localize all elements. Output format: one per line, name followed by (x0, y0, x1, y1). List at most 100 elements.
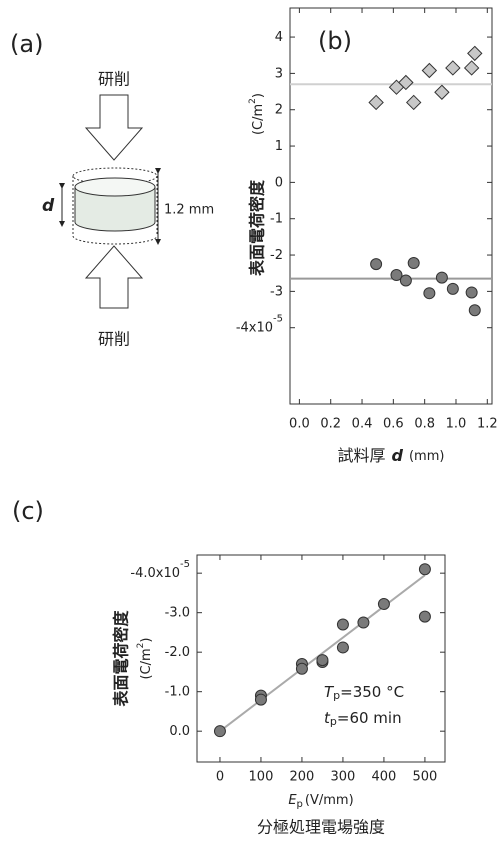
y-unit-part: 2 (248, 98, 258, 104)
y-tick-exponent: -5 (273, 314, 283, 325)
x-tick-label: 0.0 (289, 417, 310, 432)
y-tick-label: -4.0x10-5 (130, 559, 190, 581)
y-tick-label-text: 0 (275, 175, 283, 190)
y-tick-label-text: -3 (270, 284, 283, 299)
x-label-part: E (288, 793, 297, 808)
diamond-point (405, 94, 422, 111)
annotation-part: p (333, 689, 340, 702)
diamond-point (463, 60, 480, 76)
circle-point (435, 271, 448, 284)
plot-frame (289, 7, 493, 405)
y-tick-label-text: -2.0 (165, 645, 190, 660)
annotation-part: T (324, 683, 335, 701)
diamond-point (368, 94, 384, 111)
panel-label: (b) (318, 27, 352, 55)
y-unit-part: ) (251, 93, 266, 98)
x-label: Ep (V/mm) (288, 793, 353, 811)
y-unit-part: (C/m (251, 104, 266, 135)
y-tick-label: -2.0 (165, 645, 190, 660)
y-unit-part: 2 (136, 643, 146, 649)
x-tick-label: 0.6 (383, 417, 404, 432)
x-label-jp: 分極処理電場強度 (257, 818, 385, 837)
x-tick-label: 200 (290, 770, 315, 785)
x-label-part: (V/mm) (305, 793, 354, 808)
y-tick-label-text: 1 (275, 139, 283, 154)
arrow-down (84, 94, 144, 161)
circle-point (336, 641, 349, 654)
x-tick-label: 0.4 (352, 417, 373, 432)
y-label: 表面電荷密度 (112, 610, 131, 708)
diamond-point (445, 60, 461, 76)
y-tick-label: 1 (275, 139, 283, 154)
diamond-point (421, 62, 438, 79)
y-tick-label-text: -2 (270, 248, 283, 263)
bottom-label: 研削 (98, 330, 130, 349)
annotation-part: =350 °C (340, 683, 404, 701)
x-tick-label: 1.0 (446, 417, 467, 432)
panel-label: (a) (10, 30, 43, 58)
circle-point (465, 286, 478, 299)
circle-point (468, 304, 481, 317)
annotation: Tp=350 °C (324, 683, 404, 703)
y-tick-label-text: 0.0 (169, 724, 190, 739)
panel-label: (c) (12, 497, 44, 525)
x-label-part: 試料厚 (338, 446, 386, 465)
y-label: 表面電荷密度 (248, 179, 267, 277)
circle-point (254, 693, 267, 706)
circle-point (407, 257, 420, 270)
y-tick-label-text: 4 (275, 30, 283, 45)
y-tick-label: 4 (275, 30, 283, 45)
y-unit-part: (C/m (139, 648, 154, 679)
x-tick-label: 0.8 (414, 417, 435, 432)
circle-point (446, 282, 459, 295)
circle-point (418, 610, 431, 623)
y-tick-label: -1 (270, 211, 283, 226)
x-tick-label: 1.2 (477, 417, 498, 432)
y-unit: (C/m2) (136, 637, 154, 679)
y-unit: (C/m2) (248, 93, 266, 135)
x-tick-label: 400 (372, 770, 397, 785)
circle-point (377, 597, 390, 610)
y-tick-label-text: -4.0x10 (130, 566, 180, 581)
arrow-up (84, 245, 144, 309)
circle-point (370, 258, 383, 271)
diamond-point (398, 74, 414, 91)
y-tick-label: 3 (275, 66, 283, 81)
circle-point (390, 269, 403, 282)
x-tick-label: 0 (216, 770, 224, 785)
y-tick-label-text: 3 (275, 66, 283, 81)
cylinder-top (74, 177, 156, 197)
circle-point (295, 662, 308, 675)
y-tick-label-text: 2 (275, 102, 283, 117)
circle-point (336, 618, 349, 631)
y-tick-exponent: -5 (180, 559, 190, 570)
y-tick-label: 0 (275, 175, 283, 190)
x-tick-label: 100 (249, 770, 274, 785)
diamond-point (467, 45, 483, 62)
annotation: tp=60 min (324, 709, 402, 729)
x-tick-label: 300 (331, 770, 356, 785)
y-tick-label: -4x10-5 (236, 314, 283, 336)
x-tick-label: 0.2 (320, 417, 341, 432)
y-tick-label-text: -3.0 (165, 605, 190, 620)
circle-point (423, 287, 436, 300)
cylinder-body (74, 187, 156, 232)
circle-point (213, 725, 226, 738)
annotation-part: =60 min (337, 709, 402, 727)
d-symbol: d (42, 196, 55, 216)
circle-point (316, 654, 329, 667)
height-label: 1.2 mm (164, 203, 214, 218)
y-tick-label: -1.0 (165, 684, 190, 699)
y-tick-label: -3 (270, 284, 283, 299)
y-tick-label: 2 (275, 102, 283, 117)
y-tick-label: -2 (270, 248, 283, 263)
y-tick-label-text: -1 (270, 211, 283, 226)
diagram: (a) 研削 研削 d 1.2 mm (10, 30, 214, 349)
diamond-point (434, 84, 450, 100)
circle-point (418, 563, 431, 576)
x-label-part: (mm) (409, 449, 444, 464)
fit-line (219, 574, 426, 732)
annotation-part: t (324, 709, 331, 727)
circle-point (399, 274, 412, 287)
